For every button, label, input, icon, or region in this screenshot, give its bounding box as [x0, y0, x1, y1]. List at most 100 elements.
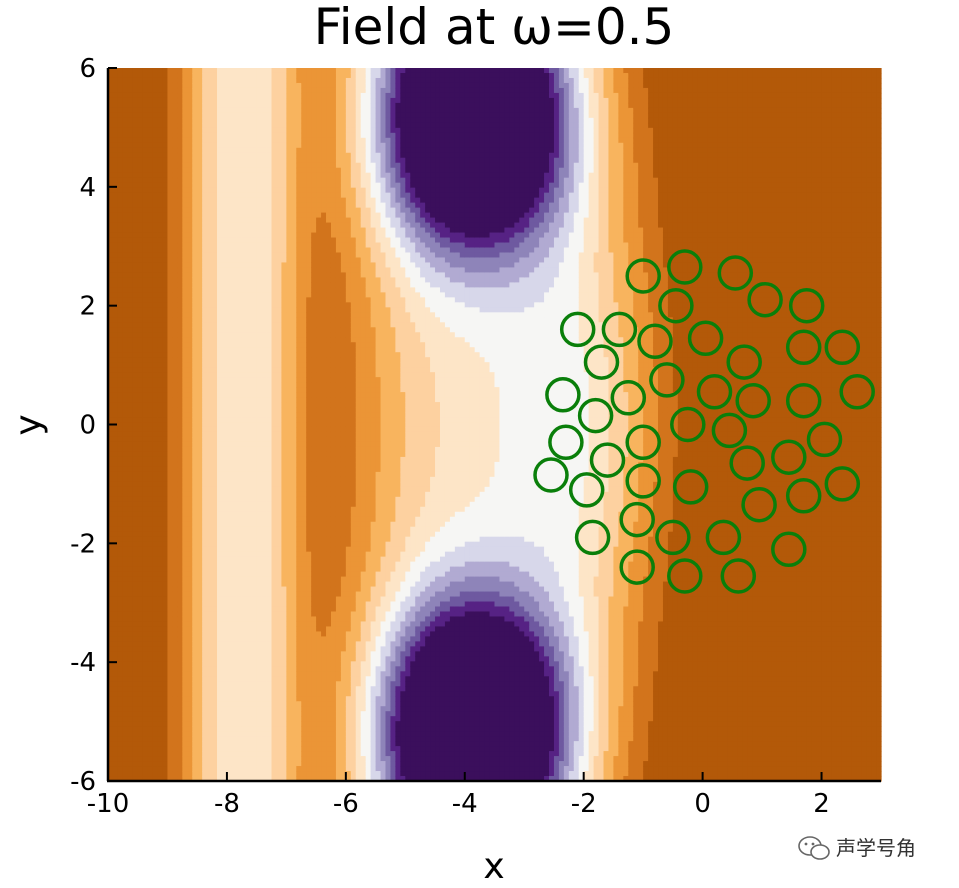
contour-cell: [148, 292, 154, 298]
contour-cell: [217, 746, 223, 752]
contour-cell: [138, 592, 144, 598]
contour-cell: [217, 203, 223, 209]
contour-cell: [267, 153, 273, 159]
contour-cell: [187, 666, 193, 672]
contour-cell: [118, 73, 124, 79]
contour-cell: [153, 417, 159, 423]
contour-cell: [182, 507, 188, 513]
contour-cell: [113, 432, 119, 438]
contour-cell: [276, 661, 282, 667]
contour-cell: [247, 178, 253, 184]
contour-cell: [172, 477, 178, 483]
contour-cell: [172, 487, 178, 493]
contour-cell: [247, 98, 253, 104]
contour-cell: [143, 706, 149, 712]
contour-cell: [167, 223, 173, 229]
contour-cell: [123, 277, 129, 283]
contour-cell: [262, 337, 268, 343]
contour-cell: [192, 103, 198, 109]
contour-cell: [222, 636, 228, 642]
contour-cell: [237, 362, 243, 368]
contour-cell: [267, 467, 273, 473]
contour-cell: [177, 183, 183, 189]
contour-cell: [153, 357, 159, 363]
contour-cell: [276, 532, 282, 538]
contour-cell: [232, 322, 238, 328]
contour-cell: [177, 746, 183, 752]
contour-cell: [182, 427, 188, 433]
contour-cell: [247, 537, 253, 543]
contour-cell: [143, 73, 149, 79]
contour-cell: [133, 502, 139, 508]
contour-cell: [128, 736, 134, 742]
contour-cell: [227, 153, 233, 159]
contour-cell: [123, 567, 129, 573]
contour-cell: [128, 656, 134, 662]
contour-cell: [182, 696, 188, 702]
contour-cell: [163, 103, 169, 109]
contour-cell: [217, 691, 223, 697]
contour-cell: [257, 233, 263, 239]
contour-cell: [192, 377, 198, 383]
contour-cell: [247, 322, 253, 328]
contour-cell: [262, 233, 268, 239]
contour-cell: [267, 592, 273, 598]
contour-cell: [212, 671, 218, 677]
contour-cell: [207, 362, 213, 368]
contour-cell: [207, 587, 213, 593]
contour-cell: [128, 198, 134, 204]
contour-cell: [242, 397, 248, 403]
contour-cell: [202, 552, 208, 558]
contour-cell: [128, 557, 134, 563]
contour-cell: [272, 188, 278, 194]
contour-cell: [158, 492, 164, 498]
contour-cell: [242, 437, 248, 443]
contour-cell: [202, 422, 208, 428]
contour-cell: [267, 337, 273, 343]
contour-cell: [158, 731, 164, 737]
contour-cell: [148, 477, 154, 483]
contour-cell: [163, 402, 169, 408]
contour-cell: [118, 706, 124, 712]
contour-cell: [262, 382, 268, 388]
contour-cell: [167, 507, 173, 513]
contour-cell: [247, 163, 253, 169]
contour-cell: [148, 602, 154, 608]
contour-cell: [163, 631, 169, 637]
contour-cell: [118, 223, 124, 229]
contour-cell: [197, 262, 203, 268]
contour-cell: [128, 602, 134, 608]
contour-cell: [262, 68, 268, 74]
contour-cell: [202, 213, 208, 219]
contour-cell: [232, 771, 238, 777]
contour-cell: [267, 587, 273, 593]
contour-cell: [148, 148, 154, 154]
contour-cell: [262, 287, 268, 293]
contour-cell: [133, 716, 139, 722]
contour-cell: [257, 417, 263, 423]
contour-cell: [267, 257, 273, 263]
contour-cell: [237, 602, 243, 608]
contour-cell: [128, 592, 134, 598]
contour-cell: [172, 367, 178, 373]
contour-cell: [212, 666, 218, 672]
contour-cell: [153, 557, 159, 563]
contour-cell: [242, 741, 248, 747]
contour-cell: [148, 113, 154, 119]
contour-cell: [187, 716, 193, 722]
contour-cell: [113, 367, 119, 373]
contour-cell: [257, 302, 263, 308]
contour-cell: [227, 602, 233, 608]
contour-cell: [247, 711, 253, 717]
contour-cell: [276, 327, 282, 333]
contour-cell: [177, 367, 183, 373]
contour-cell: [113, 676, 119, 682]
contour-cell: [113, 327, 119, 333]
contour-cell: [172, 661, 178, 667]
contour-cell: [182, 133, 188, 139]
contour-cell: [207, 83, 213, 89]
contour-cell: [167, 761, 173, 767]
contour-cell: [276, 621, 282, 627]
contour-cell: [153, 621, 159, 627]
contour-cell: [182, 487, 188, 493]
